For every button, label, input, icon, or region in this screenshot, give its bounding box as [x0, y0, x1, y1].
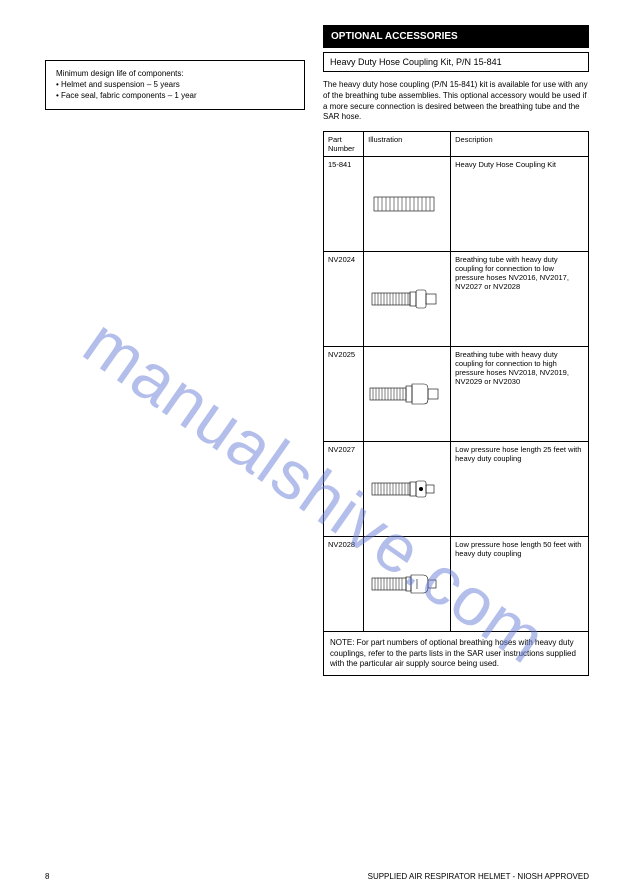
cell-desc: Low pressure hose length 50 feet with he…	[451, 537, 589, 632]
subsection-heading: Heavy Duty Hose Coupling Kit, P/N 15-841	[323, 52, 589, 72]
table-row: NV2024 Brea	[324, 252, 589, 347]
cell-pn: NV2024	[324, 252, 364, 347]
min-life-item-0: • Helmet and suspension – 5 years	[56, 80, 294, 91]
table-row: NV2028	[324, 537, 589, 632]
note-box: NOTE: For part numbers of optional breat…	[323, 632, 589, 676]
min-life-item-1: • Face seal, fabric components – 1 year	[56, 91, 294, 102]
page-footer: 8 SUPPLIED AIR RESPIRATOR HELMET - NIOSH…	[45, 872, 589, 881]
section-heading: OPTIONAL ACCESSORIES	[323, 25, 589, 48]
cell-pn: NV2025	[324, 347, 364, 442]
col-header-desc: Description	[451, 132, 589, 157]
hose-icon	[370, 283, 445, 315]
cell-desc: Breathing tube with heavy duty coupling …	[451, 347, 589, 442]
hose-icon	[372, 189, 442, 219]
hose-icon	[368, 377, 446, 411]
footer-title: SUPPLIED AIR RESPIRATOR HELMET - NIOSH A…	[368, 872, 589, 881]
cell-pn: 15-841	[324, 157, 364, 252]
intro-paragraph: The heavy duty hose coupling (P/N 15-841…	[323, 80, 589, 123]
table-row: NV2025 Brea	[324, 347, 589, 442]
table-row: 15-841 Heavy Duty Hose Coupling Kit	[324, 157, 589, 252]
cell-pn: NV2027	[324, 442, 364, 537]
min-life-lead: Minimum design life of components:	[56, 69, 294, 80]
hose-icon	[370, 569, 445, 599]
cell-illustration	[364, 157, 451, 252]
cell-pn: NV2028	[324, 537, 364, 632]
cell-illustration	[364, 537, 451, 632]
accessories-table: Part Number Illustration Description 15-…	[323, 131, 589, 632]
col-header-illus: Illustration	[364, 132, 451, 157]
col-header-pn: Part Number	[324, 132, 364, 157]
min-life-box: Minimum design life of components: • Hel…	[45, 60, 305, 110]
cell-illustration	[364, 347, 451, 442]
hose-icon	[370, 474, 445, 504]
cell-desc: Low pressure hose length 25 feet with he…	[451, 442, 589, 537]
cell-desc: Heavy Duty Hose Coupling Kit	[451, 157, 589, 252]
page-number: 8	[45, 872, 49, 881]
cell-illustration	[364, 442, 451, 537]
table-row: NV2027	[324, 442, 589, 537]
cell-illustration	[364, 252, 451, 347]
cell-desc: Breathing tube with heavy duty coupling …	[451, 252, 589, 347]
